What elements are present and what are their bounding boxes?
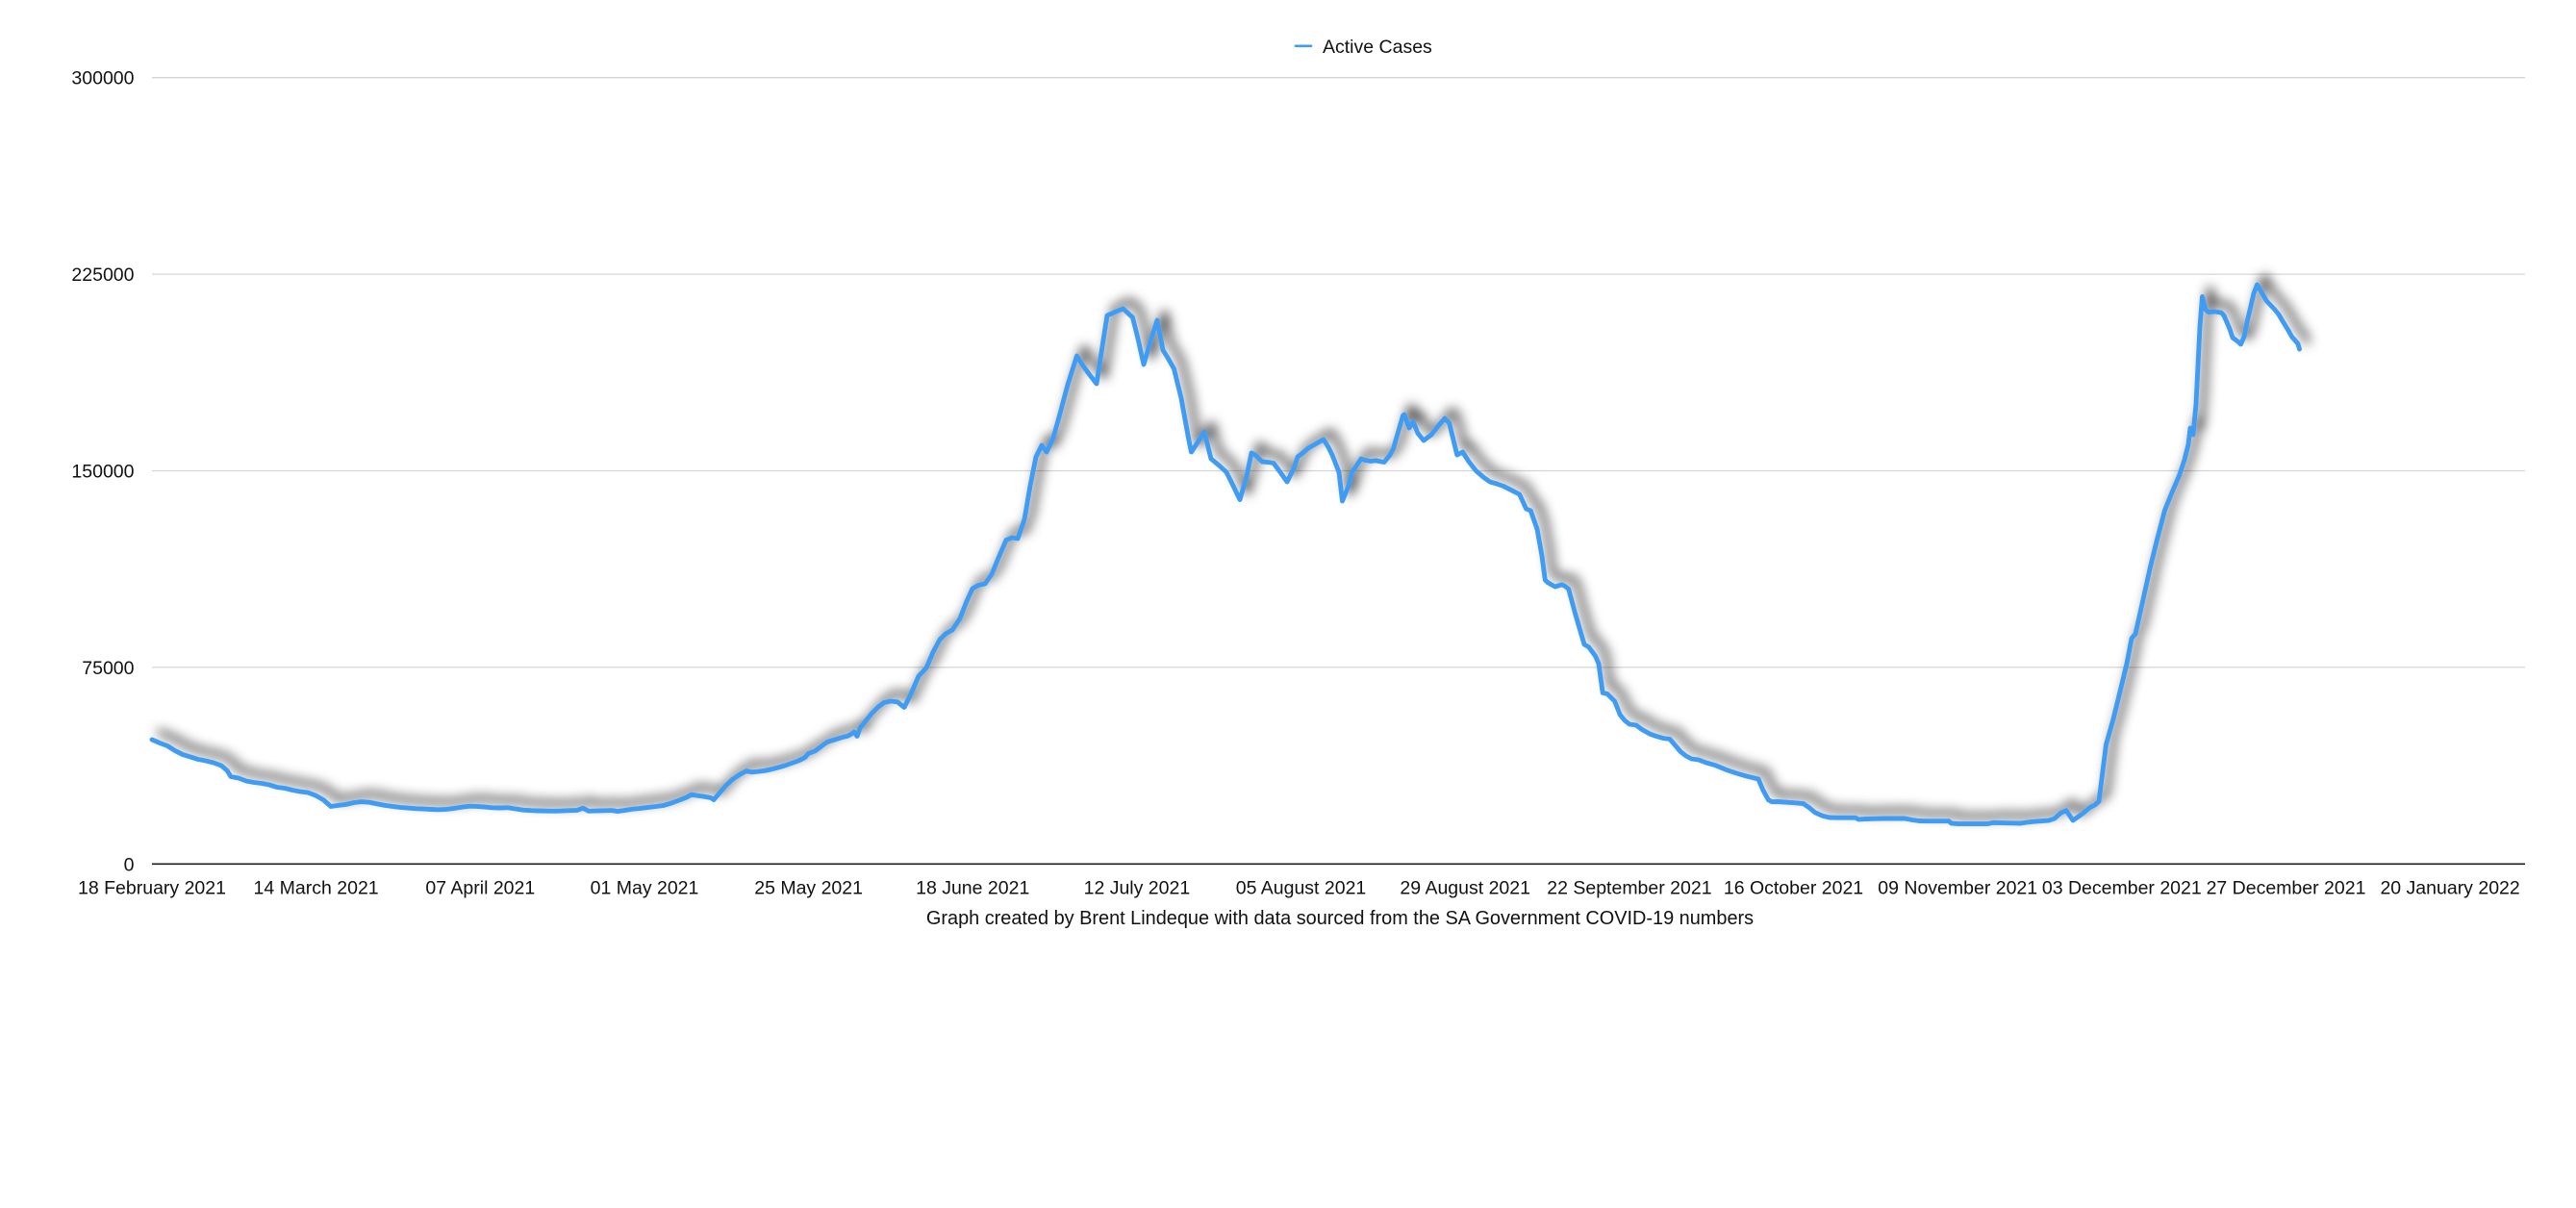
- svg-text:03 December 2021: 03 December 2021: [2042, 878, 2202, 899]
- svg-text:0: 0: [124, 854, 135, 875]
- svg-text:29 August 2021: 29 August 2021: [1400, 878, 1530, 899]
- svg-text:05 August 2021: 05 August 2021: [1236, 878, 1367, 899]
- svg-text:18 June 2021: 18 June 2021: [916, 878, 1029, 899]
- svg-text:75000: 75000: [82, 658, 134, 679]
- svg-text:Graph created by Brent Lindequ: Graph created by Brent Lindeque with dat…: [926, 908, 1754, 929]
- svg-text:20 January 2022: 20 January 2022: [2380, 878, 2519, 899]
- svg-text:14 March 2021: 14 March 2021: [254, 878, 379, 899]
- svg-text:Active Cases: Active Cases: [1323, 37, 1432, 58]
- svg-text:07 April 2021: 07 April 2021: [425, 878, 535, 899]
- svg-text:12 July 2021: 12 July 2021: [1084, 878, 1191, 899]
- svg-text:09 November 2021: 09 November 2021: [1878, 878, 2037, 899]
- svg-text:22 September 2021: 22 September 2021: [1547, 878, 1711, 899]
- svg-text:300000: 300000: [71, 68, 134, 89]
- svg-text:16 October 2021: 16 October 2021: [1724, 878, 1863, 899]
- svg-text:225000: 225000: [71, 264, 134, 286]
- svg-text:150000: 150000: [71, 462, 134, 483]
- svg-text:27 December 2021: 27 December 2021: [2207, 878, 2366, 899]
- svg-text:18 February 2021: 18 February 2021: [78, 878, 226, 899]
- svg-text:25 May 2021: 25 May 2021: [754, 878, 863, 899]
- svg-text:01 May 2021: 01 May 2021: [591, 878, 699, 899]
